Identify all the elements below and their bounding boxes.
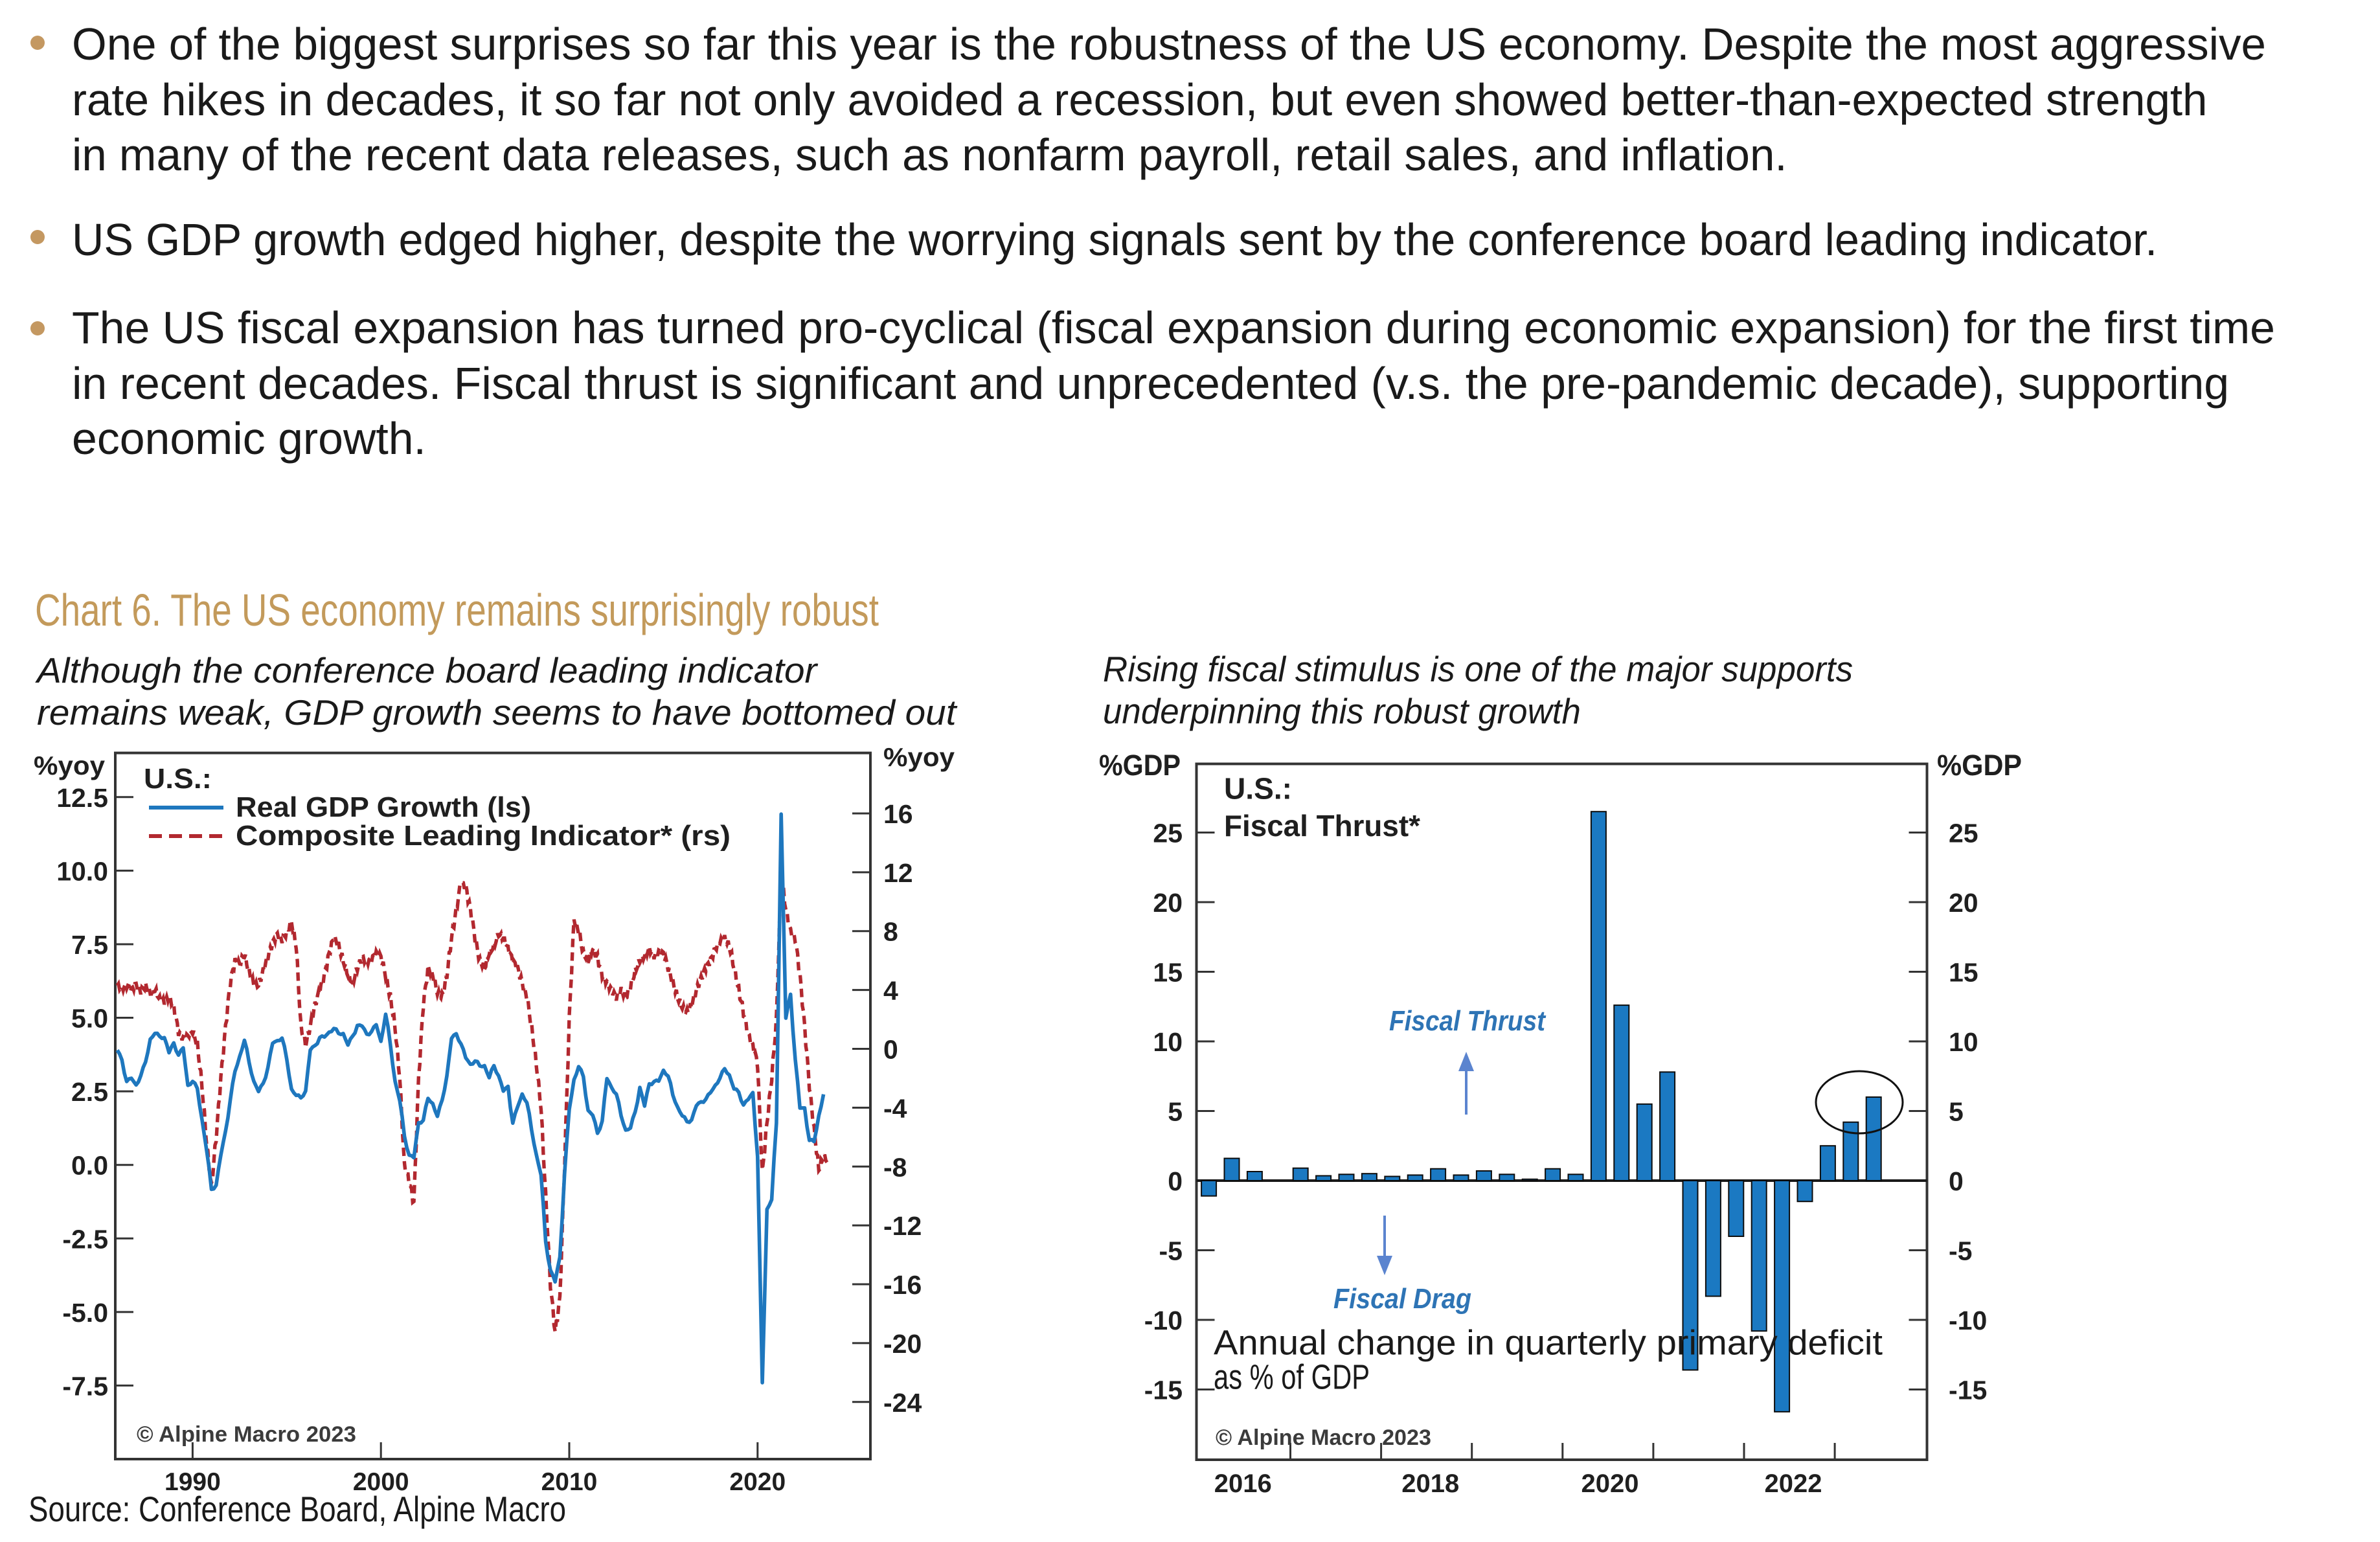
svg-text:as % of GDP: as % of GDP [1214,1357,1370,1396]
svg-text:2018: 2018 [1401,1469,1459,1498]
svg-text:U.S.:: U.S.: [1224,772,1292,806]
svg-text:-16: -16 [883,1270,922,1300]
svg-text:8: 8 [883,917,898,947]
svg-text:-8: -8 [883,1152,907,1182]
svg-text:15: 15 [1949,958,1978,988]
svg-text:-2.5: -2.5 [62,1224,108,1254]
svg-text:© Alpine Macro 2023: © Alpine Macro 2023 [137,1422,356,1447]
svg-text:5.0: 5.0 [71,1004,108,1034]
svg-text:-15: -15 [1949,1376,1987,1405]
svg-text:2022: 2022 [1765,1469,1822,1498]
svg-text:Fiscal Thrust: Fiscal Thrust [1389,1005,1547,1037]
svg-text:2020: 2020 [729,1468,786,1496]
svg-text:20: 20 [1153,888,1183,918]
svg-text:Composite Leading Indicator* (: Composite Leading Indicator* (rs) [236,820,731,852]
svg-text:Annual change in quarterly pri: Annual change in quarterly primary defic… [1214,1323,1883,1362]
svg-text:0: 0 [1949,1166,1964,1196]
svg-text:12: 12 [883,858,913,888]
svg-text:-24: -24 [883,1388,922,1418]
svg-text:10.0: 10.0 [56,856,108,886]
svg-text:2000: 2000 [353,1468,409,1496]
svg-text:0.0: 0.0 [71,1151,108,1181]
svg-text:%yoy: %yoy [34,751,105,780]
svg-text:-10: -10 [1144,1306,1183,1335]
svg-text:-12: -12 [883,1211,922,1241]
svg-text:5: 5 [1168,1097,1183,1127]
svg-text:Fiscal Thrust*: Fiscal Thrust* [1224,809,1420,843]
svg-text:-10: -10 [1949,1306,1987,1335]
svg-text:%GDP: %GDP [1937,749,2022,782]
svg-text:12.5: 12.5 [56,783,108,813]
svg-text:0: 0 [883,1035,898,1065]
svg-text:-5.0: -5.0 [62,1298,108,1328]
svg-text:2016: 2016 [1214,1469,1272,1498]
svg-text:-5: -5 [1949,1236,1972,1266]
svg-text:-5: -5 [1159,1236,1183,1266]
svg-text:25: 25 [1153,819,1183,848]
svg-text:© Alpine Macro 2023: © Alpine Macro 2023 [1216,1425,1431,1450]
svg-text:%GDP: %GDP [1099,749,1181,782]
svg-text:10: 10 [1153,1027,1183,1057]
svg-text:25: 25 [1949,819,1978,848]
svg-text:Fiscal Drag: Fiscal Drag [1333,1283,1471,1315]
svg-text:1990: 1990 [164,1468,221,1496]
svg-text:2010: 2010 [541,1468,598,1496]
svg-text:10: 10 [1949,1027,1978,1057]
svg-text:4: 4 [883,976,898,1006]
svg-text:16: 16 [883,799,913,829]
svg-text:0: 0 [1168,1166,1183,1196]
svg-text:%yoy: %yoy [883,742,955,772]
svg-text:Real GDP Growth (ls): Real GDP Growth (ls) [236,791,531,823]
svg-text:7.5: 7.5 [71,930,108,960]
svg-text:-20: -20 [883,1329,922,1359]
svg-text:2020: 2020 [1581,1469,1639,1498]
svg-text:-4: -4 [883,1093,907,1123]
svg-text:2.5: 2.5 [71,1077,108,1107]
svg-text:15: 15 [1153,958,1183,988]
svg-text:U.S.:: U.S.: [144,763,212,795]
svg-text:-7.5: -7.5 [62,1371,108,1401]
svg-text:20: 20 [1949,888,1978,918]
svg-text:5: 5 [1949,1097,1964,1127]
svg-text:-15: -15 [1144,1376,1183,1405]
